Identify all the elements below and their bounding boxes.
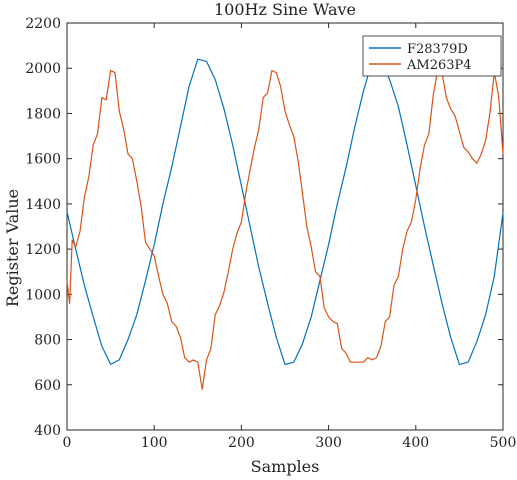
series-line-f28379d [66,58,504,365]
y-tick-label: 400 [34,423,61,439]
chart-title: 100Hz Sine Wave [214,0,356,19]
y-tick-label: 1400 [25,197,61,213]
x-tick-label: 0 [63,435,72,451]
y-tick-label: 600 [34,378,61,394]
y-tick-label: 2000 [25,61,61,77]
legend-box [362,35,502,77]
plot-frame [66,22,504,431]
y-tick-label: 1800 [25,106,61,122]
x-tick-label: 100 [141,435,168,451]
plot-area: 0 100 200 300 400 500 400 600 800 1000 1200 1400 160… [25,16,516,451]
x-tick-label: 200 [228,435,255,451]
y-tick-label: 1600 [25,152,61,168]
series-line-am263p4 [66,69,504,390]
legend-label-am263p4: AM263P4 [406,58,472,73]
y-tick-label: 1200 [25,242,61,258]
x-tick-label: 500 [490,435,517,451]
x-axis-title: Samples [251,457,320,476]
y-tick-label: 1000 [25,287,61,303]
x-tick-label: 300 [315,435,342,451]
y-tick-label: 2200 [25,16,61,32]
legend-label-f28379d: F28379D [407,42,468,57]
y-tick-label: 800 [34,333,61,349]
x-tick-label: 400 [402,435,429,451]
y-axis-title: Register Value [3,189,22,307]
